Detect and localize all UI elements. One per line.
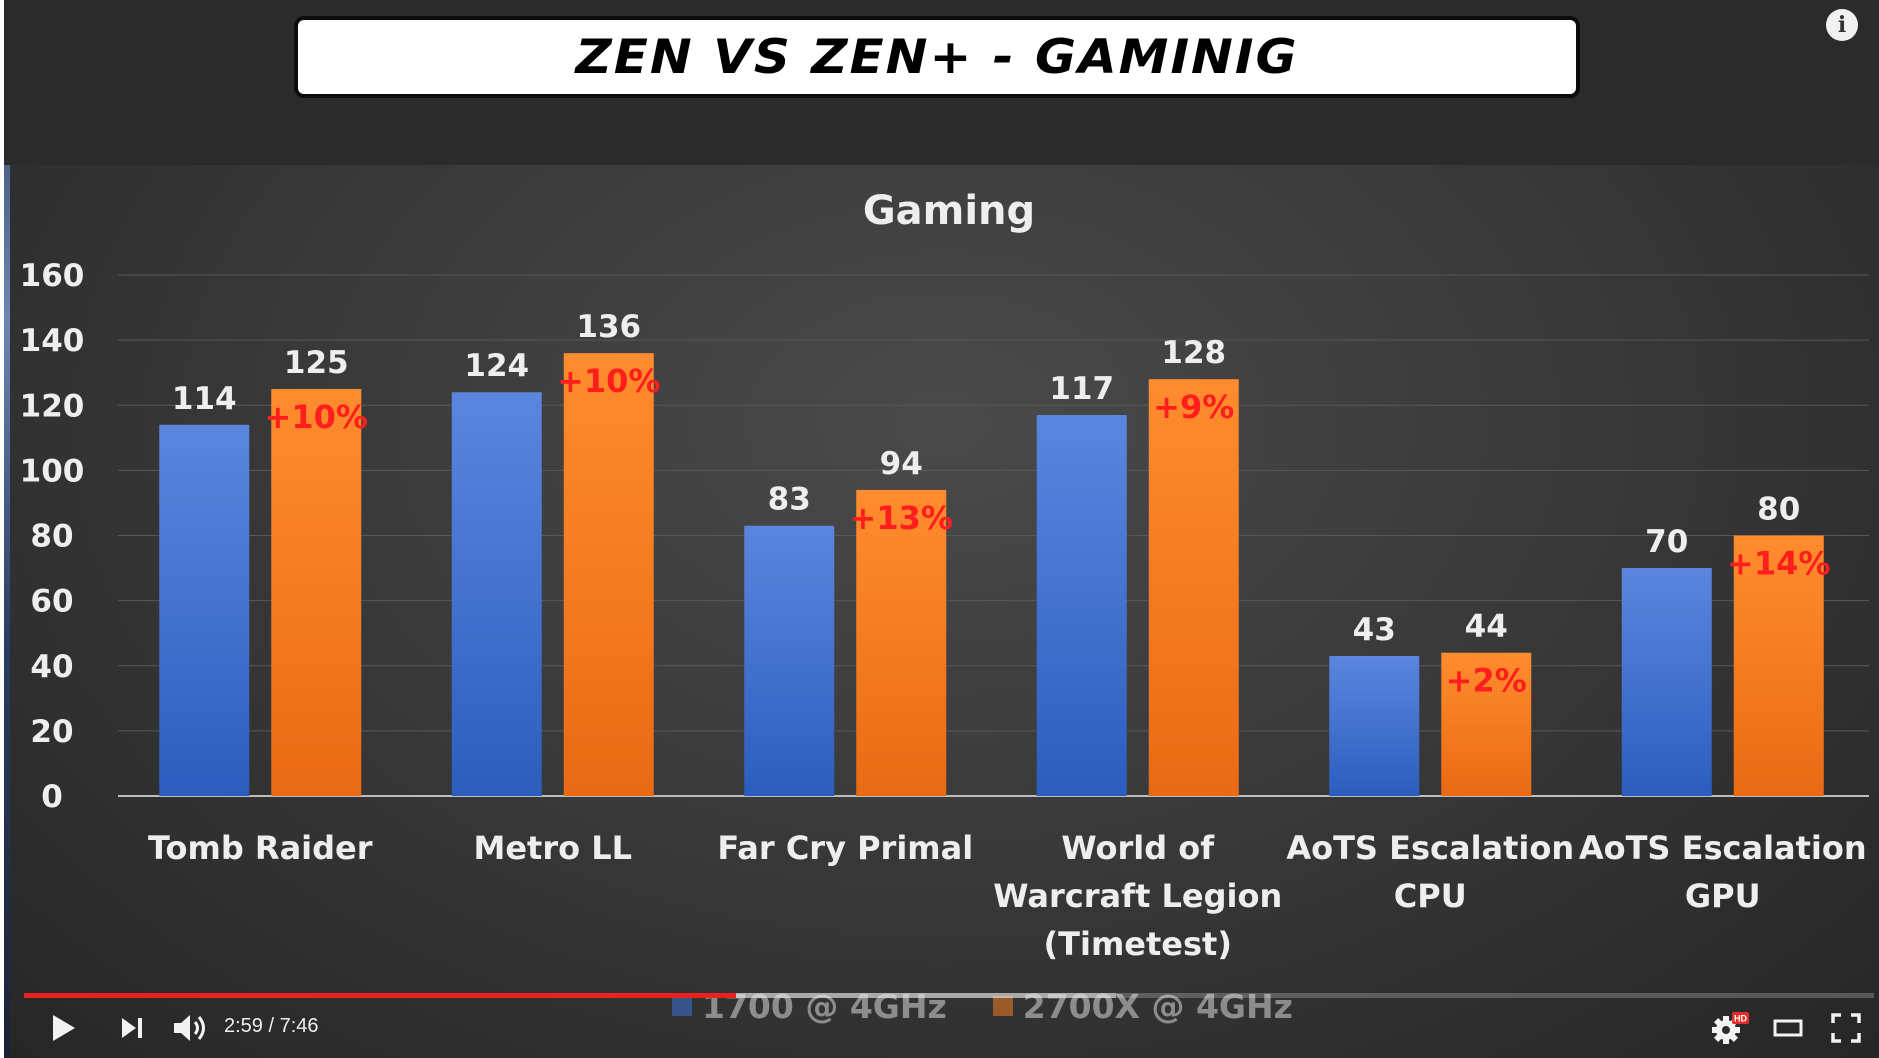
bar — [159, 424, 250, 796]
y-tick-label: 0 — [41, 779, 63, 815]
volume-icon — [174, 1015, 205, 1041]
x-category-label: CPU — [1394, 877, 1467, 915]
y-tick-label: 20 — [30, 714, 73, 750]
percent-gain-label: +14% — [1727, 545, 1830, 583]
x-category-label: Metro LL — [473, 829, 632, 867]
data-label: 94 — [880, 446, 923, 482]
x-category-label: Far Cry Primal — [717, 829, 973, 867]
bar — [1621, 568, 1712, 796]
percent-gain-label: +9% — [1153, 388, 1234, 426]
data-label: 43 — [1353, 612, 1396, 648]
time-display: 2:59 / 7:46 — [224, 1015, 319, 1037]
data-label: 44 — [1465, 609, 1508, 645]
y-tick-label: 160 — [20, 258, 85, 294]
bar — [856, 489, 947, 796]
data-label: 80 — [1757, 492, 1800, 528]
player-controls: 2:59 / 7:46 — [4, 1000, 1879, 1058]
gaming-bar-chart: 0 20 40 60 80 100 120 140 160 Gaming 114 125 +10% Tom… — [20, 188, 1869, 963]
bar — [1441, 652, 1532, 796]
data-label: 117 — [1049, 371, 1114, 407]
data-label: 128 — [1161, 335, 1226, 371]
play-button[interactable] — [44, 1008, 84, 1048]
settings-button[interactable]: HD — [1708, 1008, 1752, 1048]
progress-played — [24, 993, 736, 998]
y-tick-label: 60 — [30, 584, 73, 620]
x-category-label: Warcraft Legion — [993, 877, 1282, 915]
x-category-label: (Timetest) — [1044, 925, 1232, 963]
bar — [1329, 655, 1420, 796]
y-tick-label: 80 — [30, 519, 73, 555]
y-tick-label: 140 — [20, 323, 85, 359]
theater-mode-button[interactable] — [1766, 1008, 1810, 1048]
x-category-label: Tomb Raider — [148, 829, 373, 867]
x-category-label: AoTS Escalation — [1286, 829, 1574, 867]
bar — [1036, 415, 1127, 796]
x-category-label: World of — [1061, 829, 1215, 867]
bar — [563, 353, 654, 796]
y-tick-label: 120 — [20, 388, 85, 424]
info-icon[interactable]: i — [1826, 9, 1858, 41]
left-edge-strip — [4, 0, 10, 1058]
percent-gain-label: +10% — [557, 362, 660, 400]
percent-gain-label: +2% — [1446, 662, 1527, 700]
bar — [1733, 535, 1824, 796]
y-tick-label: 100 — [20, 453, 85, 489]
x-category-label: AoTS Escalation — [1579, 829, 1867, 867]
legend-swatch-2700x — [992, 996, 1013, 1016]
legend-swatch-1700 — [672, 996, 692, 1016]
data-label: 70 — [1645, 524, 1688, 560]
bar — [451, 392, 542, 796]
data-label: 124 — [464, 348, 529, 384]
next-button[interactable] — [112, 1008, 152, 1048]
percent-gain-label: +10% — [265, 398, 368, 436]
fullscreen-button[interactable] — [1824, 1008, 1868, 1048]
data-label: 83 — [768, 482, 811, 518]
hd-badge: HD — [1734, 1014, 1747, 1024]
banner-title-box: ZEN VS ZEN+ - GAMINIG — [294, 16, 1580, 98]
data-label: 125 — [284, 345, 349, 381]
bar — [1148, 379, 1239, 796]
bar — [271, 388, 362, 796]
progress-bar[interactable] — [24, 993, 1874, 998]
theater-mode-icon — [1773, 1019, 1803, 1037]
bar — [744, 525, 835, 796]
next-icon — [122, 1018, 142, 1038]
percent-gain-label: +13% — [850, 499, 953, 537]
fullscreen-icon — [1831, 1013, 1861, 1043]
data-label: 114 — [172, 381, 237, 417]
video-player[interactable]: ZEN VS ZEN+ - GAMINIG i 0 20 40 60 80 100 120 1… — [4, 0, 1879, 1058]
y-tick-label: 40 — [30, 649, 73, 685]
data-label: 136 — [576, 309, 641, 345]
chart-title: Gaming — [863, 188, 1035, 234]
x-category-label: GPU — [1685, 877, 1761, 915]
gear-icon: HD — [1712, 1012, 1749, 1044]
banner-title: ZEN VS ZEN+ - GAMINIG — [575, 29, 1299, 85]
play-icon — [53, 1015, 75, 1041]
volume-button[interactable] — [168, 1008, 212, 1048]
